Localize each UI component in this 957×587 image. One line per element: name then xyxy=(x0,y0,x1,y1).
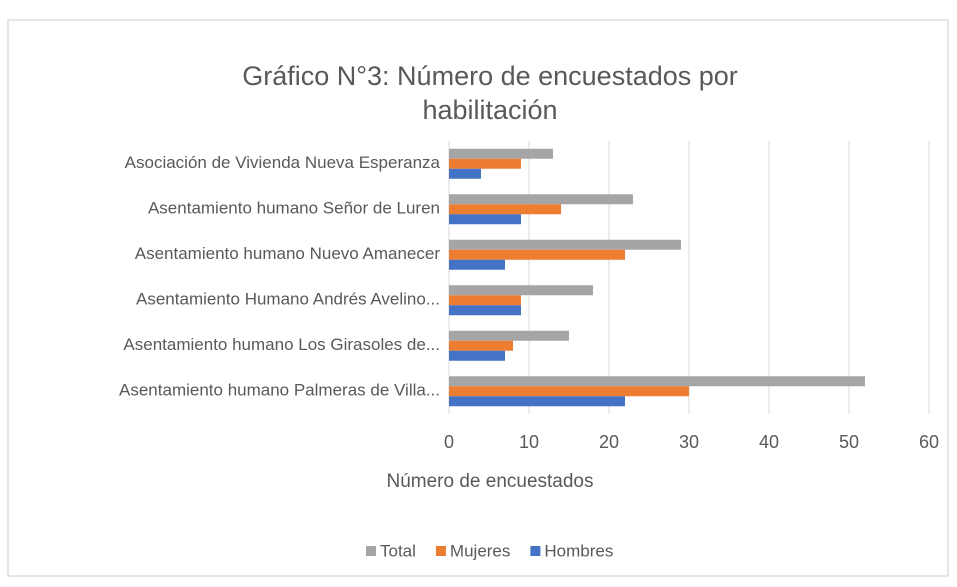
x-tick-label: 60 xyxy=(919,432,939,452)
legend-label: Mujeres xyxy=(450,541,510,560)
x-tick-label: 0 xyxy=(444,432,454,452)
bar xyxy=(449,285,593,296)
bar xyxy=(449,259,505,270)
legend-label: Total xyxy=(380,541,416,560)
bar xyxy=(449,204,561,215)
bar xyxy=(449,295,521,306)
y-tick-label: Asociación de Vivienda Nueva Esperanza xyxy=(125,153,441,172)
bar xyxy=(449,239,681,250)
title-line: habilitación xyxy=(422,95,557,125)
bar xyxy=(449,330,569,341)
bar xyxy=(449,305,521,316)
bar xyxy=(449,214,521,225)
bar xyxy=(449,194,633,205)
y-tick-label: Asentamiento humano Palmeras de Villa... xyxy=(119,381,440,400)
legend-swatch xyxy=(366,546,376,556)
title-line: Gráfico N°3: Número de encuestados por xyxy=(242,61,738,91)
bar xyxy=(449,376,865,387)
y-tick-label: Asentamiento humano Los Girasoles de... xyxy=(123,335,440,354)
chart-title: Gráfico N°3: Número de encuestados por ha… xyxy=(242,61,738,125)
legend-label: Hombres xyxy=(544,541,613,560)
legend-swatch xyxy=(435,546,446,556)
bar xyxy=(449,158,521,169)
bar xyxy=(449,340,513,351)
y-tick-label: Asentamiento humano Señor de Luren xyxy=(148,199,440,218)
x-tick-label: 30 xyxy=(679,432,699,452)
bar xyxy=(449,396,625,407)
legend-swatch xyxy=(530,546,541,556)
x-tick-label: 40 xyxy=(759,432,779,452)
bar xyxy=(449,249,625,260)
bar xyxy=(449,148,553,159)
y-tick-label: Asentamiento Humano Andrés Avelino... xyxy=(136,290,440,309)
bar xyxy=(449,168,481,179)
x-tick-label: 20 xyxy=(599,432,619,452)
bar xyxy=(449,350,505,361)
x-axis-label: Número de encuestados xyxy=(386,471,593,492)
y-tick-label: Asentamiento humano Nuevo Amanecer xyxy=(135,244,441,263)
x-tick-label: 10 xyxy=(519,432,539,452)
x-tick-label: 50 xyxy=(839,432,859,452)
bar xyxy=(449,386,689,397)
